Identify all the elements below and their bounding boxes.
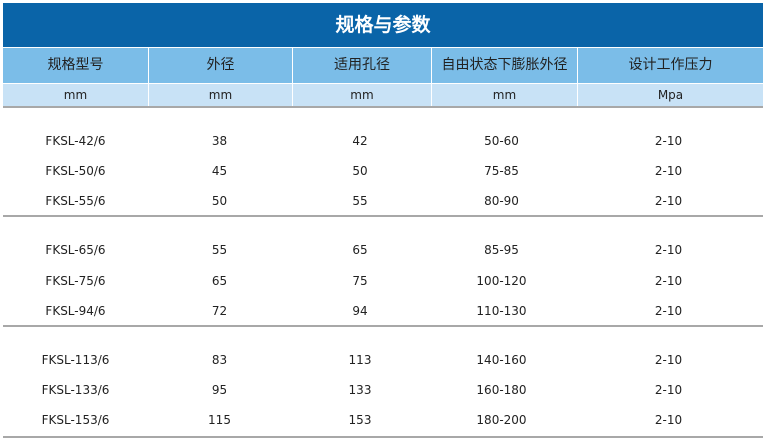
table-cell: 133 <box>348 383 372 397</box>
table-cell: FKSL-42/6 <box>45 134 106 148</box>
units-row: mm mm mm mm Mpa <box>3 84 763 106</box>
table-cell: 65 <box>352 243 368 257</box>
table-row: FKSL-94/6 72 94 110-130 2-10 <box>3 301 763 321</box>
unit: mm <box>432 84 578 106</box>
table-cell: 2-10 <box>654 383 683 397</box>
header-outer-diameter: 外径 <box>149 48 293 83</box>
divider <box>3 106 763 108</box>
table-cell: 113 <box>348 353 372 367</box>
table-cell: 65 <box>211 274 228 288</box>
header-expanded-diameter: 自由状态下膨胀外径 <box>432 48 578 83</box>
table-cell: 2-10 <box>654 134 683 148</box>
unit: mm <box>149 84 293 106</box>
table-cell: 38 <box>211 134 228 148</box>
divider <box>3 325 763 327</box>
table-cell: FKSL-153/6 <box>41 413 110 427</box>
table-cell: FKSL-65/6 <box>45 243 106 257</box>
table-cell: 100-120 <box>476 274 527 288</box>
table-cell: 72 <box>211 304 228 318</box>
table-row: FKSL-42/6 38 42 50-60 2-10 <box>3 131 763 151</box>
table-cell: 2-10 <box>654 164 683 178</box>
table-cell: FKSL-55/6 <box>45 194 106 208</box>
table-cell: 75-85 <box>484 164 519 178</box>
table-cell: 2-10 <box>654 353 683 367</box>
table-cell: 55 <box>211 243 228 257</box>
table-row: FKSL-153/6 115 153 180-200 2-10 <box>3 410 763 430</box>
table-cell: 140-160 <box>476 353 527 367</box>
header-model: 规格型号 <box>3 48 149 83</box>
table-cell: 2-10 <box>654 413 683 427</box>
table-cell: 80-90 <box>484 194 519 208</box>
table-cell: 55 <box>352 194 368 208</box>
table-cell: 153 <box>348 413 372 427</box>
unit: mm <box>293 84 432 106</box>
table-row: FKSL-50/6 45 50 75-85 2-10 <box>3 161 763 181</box>
table-row: FKSL-133/6 95 133 160-180 2-10 <box>3 380 763 400</box>
table-cell: 75 <box>352 274 368 288</box>
table-cell: FKSL-133/6 <box>41 383 110 397</box>
table-cell: 115 <box>208 413 231 427</box>
table-cell: 2-10 <box>654 304 683 318</box>
table-cell: 160-180 <box>476 383 527 397</box>
table-cell: FKSL-113/6 <box>41 353 110 367</box>
table-cell: 94 <box>352 304 368 318</box>
table-cell: 45 <box>211 164 228 178</box>
table-cell: 2-10 <box>654 274 683 288</box>
table-cell: FKSL-75/6 <box>45 274 106 288</box>
table-cell: 50 <box>211 194 228 208</box>
table-title: 规格与参数 <box>3 3 763 47</box>
table-row: FKSL-113/6 83 113 140-160 2-10 <box>3 350 763 370</box>
header-row: 规格型号 外径 适用孔径 自由状态下膨胀外径 设计工作压力 <box>3 48 763 83</box>
table-cell: 83 <box>211 353 228 367</box>
table-cell: 85-95 <box>484 243 519 257</box>
table-cell: 50-60 <box>484 134 519 148</box>
divider <box>3 436 763 438</box>
table-cell: 95 <box>211 383 228 397</box>
table-cell: 50 <box>352 164 368 178</box>
table-row: FKSL-55/6 50 55 80-90 2-10 <box>3 191 763 211</box>
divider <box>3 215 763 217</box>
header-pressure: 设计工作压力 <box>628 57 713 73</box>
table-cell: 2-10 <box>654 243 683 257</box>
table-cell: 2-10 <box>654 194 683 208</box>
table-row: FKSL-65/6 55 65 85-95 2-10 <box>3 240 763 260</box>
unit: Mpa <box>657 88 684 102</box>
header-hole-diameter: 适用孔径 <box>293 48 432 83</box>
table-cell: FKSL-50/6 <box>45 164 106 178</box>
table-cell: 180-200 <box>476 413 527 427</box>
table-cell: 110-130 <box>476 304 527 318</box>
table-row: FKSL-75/6 65 75 100-120 2-10 <box>3 271 763 291</box>
unit: mm <box>3 84 149 106</box>
table-cell: 42 <box>352 134 368 148</box>
table-cell: FKSL-94/6 <box>45 304 106 318</box>
